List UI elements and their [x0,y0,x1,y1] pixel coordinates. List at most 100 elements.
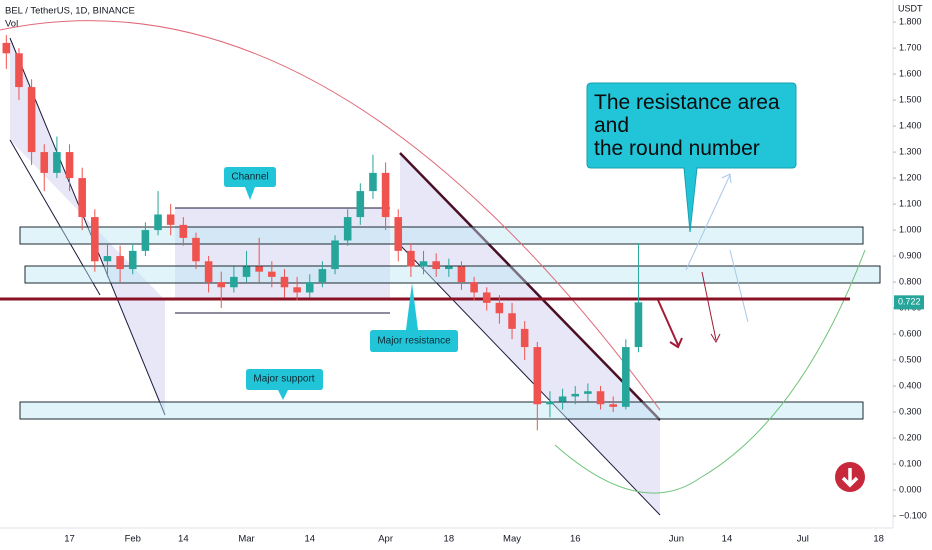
candle-body [584,391,592,394]
last-price-label: 0.722 [898,297,921,307]
callout-box [224,167,276,200]
y-tick-label: 0.600 [899,328,922,338]
candle-body [419,261,428,267]
candle-body [217,282,226,288]
candle-body [394,217,403,251]
candle-body [331,240,339,270]
candle-body [91,217,99,262]
y-tick-label: 1.500 [899,94,922,104]
x-tick-label: 18 [444,534,455,545]
note-box [586,82,797,233]
y-tick-label: 0.800 [899,276,922,286]
x-tick-label: 16 [570,534,581,545]
x-tick-label: 14 [178,534,189,545]
y-tick-label: 1.200 [899,172,922,182]
x-tick-label: Mar [238,534,254,545]
candle-body [369,172,377,192]
channel-line [399,244,661,516]
candle-body [27,87,36,153]
y-tick-label: 1.100 [899,198,922,208]
x-tick-label: 14 [722,534,733,545]
support-zone [19,401,864,420]
arrow [729,249,749,323]
candle-body [268,271,276,277]
candle-body [495,302,504,314]
y-tick-label: 0.900 [899,250,922,260]
y-tick-label: 1.400 [899,120,922,130]
sell-icon-arrow [841,468,859,488]
unit-label: USDT [898,3,923,13]
arrow [657,299,683,349]
candle-body [65,152,74,179]
volume-label: Vol [5,19,18,30]
candle-body [457,266,466,283]
candle-body [520,328,529,348]
candle-body [533,347,542,405]
symbol-title: BEL / TetherUS, 1D, BINANCE [5,6,135,17]
y-tick-label: 0.500 [899,354,922,364]
candle-body [179,224,188,238]
candle-body [381,172,390,218]
candle-body [2,42,11,54]
candle-body [622,347,630,407]
candle-body [356,191,365,218]
candle-body [343,217,352,241]
channel-fill [400,155,660,515]
y-tick-label: 1.600 [899,68,922,78]
callout-text: Major support [253,374,314,385]
candle-body [470,282,478,293]
candle-body [154,214,162,231]
x-tick-label: 14 [304,534,315,545]
y-tick-label: 0.400 [899,380,922,390]
x-tick-label: Jul [797,534,809,545]
candle-body [546,401,554,405]
candle-body [482,292,491,303]
arrow [701,271,721,344]
candle-body [318,269,327,283]
y-tick-label: 0.300 [899,406,922,416]
candle-body [407,250,415,267]
candle-body [596,391,605,405]
candle-body [634,302,643,348]
candle-body [558,396,567,402]
candle-body [40,152,49,173]
candle-body [166,214,175,225]
y-tick-label: 1.300 [899,146,922,156]
y-tick-label: 1.000 [899,224,922,234]
y-tick-label: 0.200 [899,432,922,442]
candle-body [280,276,289,288]
candle-body [141,230,150,251]
x-tick-label: 18 [873,534,884,545]
x-tick-label: May [503,534,521,545]
candle-body [230,276,238,288]
candle-body [103,256,112,262]
candle-body [305,282,314,293]
note-line: the round number [594,137,760,160]
x-tick-label: Jun [669,534,684,545]
candle-body [255,266,263,272]
callout-text: Channel [231,172,268,183]
resistance-trendline [399,152,661,421]
y-tick-label: 1.800 [899,16,922,26]
arrow [685,173,732,271]
candle-body [293,287,301,293]
candle-body [508,313,516,329]
x-tick-label: 17 [64,534,75,545]
note-line: The resistance area [594,91,780,114]
y-tick-label: 0.100 [899,458,922,468]
y-tick-label: 1.700 [899,42,922,52]
note-line: and [594,114,629,137]
x-tick-label: Apr [378,534,393,545]
x-tick-label: Feb [125,534,141,545]
channel-line [9,139,101,296]
arc [554,249,866,494]
resistance-zone [24,265,881,284]
candle-body [15,53,23,88]
callout-text: Major resistance [377,336,451,347]
candle-body [116,256,124,270]
last-price-tag [894,295,924,310]
candle-body [192,237,200,262]
candle-body [445,266,453,270]
y-tick-label: 0.000 [899,484,922,494]
